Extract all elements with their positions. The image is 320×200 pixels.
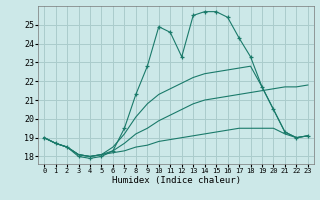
X-axis label: Humidex (Indice chaleur): Humidex (Indice chaleur) bbox=[111, 176, 241, 185]
